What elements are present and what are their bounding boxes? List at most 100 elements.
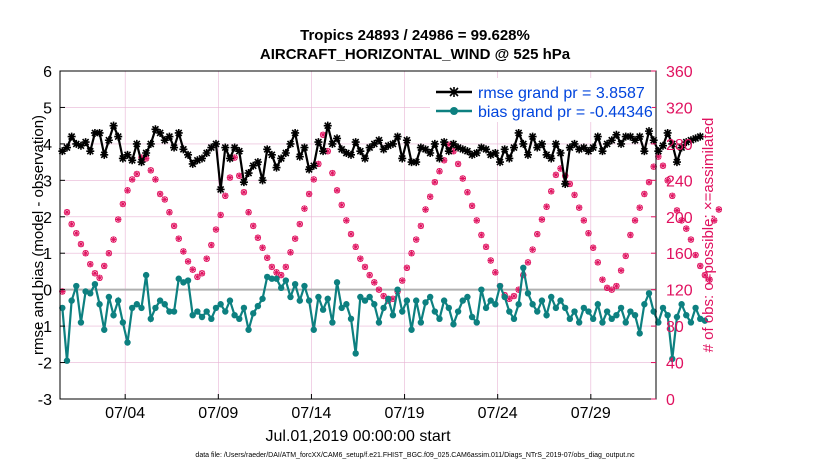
obs-assimilated-point [534, 231, 541, 238]
obs-assimilated-point [417, 222, 424, 229]
obs-assimilated-point [301, 205, 308, 212]
bias-point [203, 308, 210, 315]
rmse-point [454, 143, 463, 152]
bias-point [543, 311, 550, 319]
rmse-point [458, 145, 467, 154]
rmse-point [67, 132, 76, 141]
bias-point [291, 281, 299, 288]
rmse-point [81, 138, 90, 147]
obs-assimilated-point [124, 187, 131, 194]
obs-assimilated-point [245, 209, 252, 216]
rmse-point [151, 125, 160, 134]
rmse-point [468, 150, 477, 159]
bias-point [524, 290, 532, 297]
bias-point [277, 284, 285, 292]
right-tick-label: 160 [666, 246, 693, 263]
rmse-point [496, 158, 505, 167]
bias-point [683, 311, 690, 319]
obs-assimilated-point [543, 203, 550, 210]
rmse-point [649, 136, 658, 145]
bias-point [212, 304, 220, 312]
bias-point [557, 297, 564, 304]
bias-point [426, 293, 434, 301]
rmse-point [402, 136, 411, 145]
obs-assimilated-point [264, 254, 271, 261]
obs-assimilated-point [306, 191, 313, 197]
bias-point [184, 277, 192, 284]
obs-assimilated-point [515, 286, 522, 293]
bias-point [650, 308, 657, 315]
obs-assimilated-point [292, 235, 299, 242]
rmse-point [86, 147, 95, 156]
rmse-point [426, 149, 435, 157]
rmse-point [146, 139, 155, 148]
obs-assimilated-point [296, 221, 303, 228]
bias-point [487, 297, 494, 304]
rmse-point [123, 150, 132, 159]
rmse-point [300, 143, 309, 152]
rmse-point [528, 132, 537, 141]
obs-assimilated-point [608, 286, 615, 293]
bias-point [133, 301, 141, 308]
bias-point [538, 297, 546, 304]
bias-point [161, 301, 168, 308]
rmse-point [509, 143, 518, 152]
rmse-point [514, 128, 523, 137]
rmse-point [309, 161, 318, 170]
bias-point [231, 311, 238, 319]
left-tick-label: 2 [43, 210, 52, 227]
left-tick-label: 1 [43, 246, 52, 263]
obs-assimilated-point [403, 264, 410, 271]
obs-assimilated-point [529, 246, 536, 253]
bias-point [585, 308, 592, 315]
rmse-point [198, 154, 207, 163]
bias-point [301, 282, 308, 290]
bias-point [473, 319, 480, 326]
obs-assimilated-point [166, 209, 173, 216]
rmse-point [449, 139, 458, 148]
obs-assimilated-point [408, 250, 415, 257]
obs-assimilated-point [431, 179, 438, 186]
rmse-point [114, 132, 123, 141]
rmse-point [225, 154, 234, 163]
chart-title-line1: Tropics 24893 / 24986 = 99.628% [300, 27, 530, 44]
rmse-point [533, 143, 542, 152]
bias-point [627, 308, 634, 315]
rmse-point [537, 139, 546, 148]
rmse-point [561, 179, 570, 188]
bias-point [147, 315, 154, 323]
rmse-point [295, 152, 304, 161]
obs-assimilated-point [217, 211, 224, 218]
axis-layer: -3 -2 -1 0 1 2 3 4 5 6 0 40 80 120 160 200 240 280 320 360 0… [30, 64, 717, 445]
bias-point [515, 301, 522, 308]
obs-assimilated-point [268, 263, 275, 270]
bias-point [305, 297, 313, 304]
bias-series-layer [59, 264, 709, 364]
rmse-point [384, 141, 393, 150]
rmse-point [230, 143, 239, 152]
obs-assimilated-point [627, 232, 634, 238]
bias-point [236, 315, 243, 323]
obs-assimilated-point [320, 131, 327, 138]
obs-assimilated-point [199, 270, 206, 277]
rmse-point [244, 169, 253, 178]
legend-background [430, 78, 652, 122]
rmse-point [211, 139, 220, 148]
obs-assimilated-point [692, 252, 699, 259]
bias-point [403, 297, 411, 304]
obs-assimilated-point [711, 217, 718, 224]
obs-assimilated-point [236, 172, 243, 179]
bias-point [91, 281, 99, 288]
rmse-point [491, 149, 500, 157]
bias-point [189, 311, 196, 319]
rmse-point [542, 150, 551, 159]
obs-assimilated-point [678, 217, 685, 224]
right-tick-label: 240 [666, 173, 693, 190]
bias-point [436, 315, 443, 323]
rmse-point [170, 143, 179, 152]
obs-assimilated-point [464, 189, 471, 196]
bias-point [389, 311, 397, 319]
bias-point [371, 301, 378, 308]
rmse-point [500, 145, 509, 154]
